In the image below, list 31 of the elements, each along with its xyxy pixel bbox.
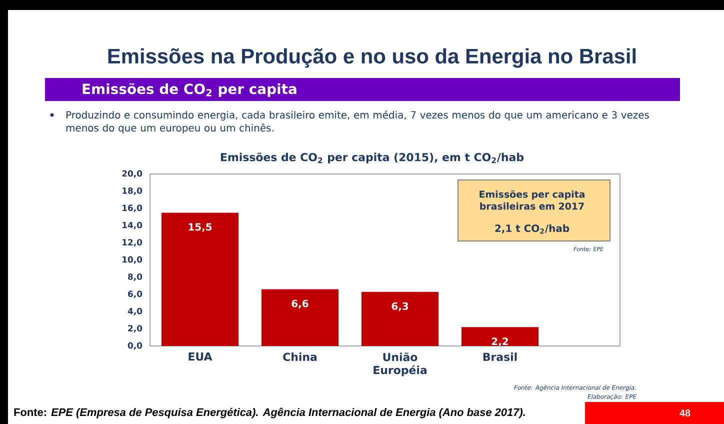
x-tick-label: Brasil: [483, 352, 517, 362]
y-tick-label: 14,0: [122, 222, 142, 230]
x-tick-label: EUA: [188, 352, 212, 361]
data-label: 15,5: [188, 223, 212, 232]
bar: [462, 327, 539, 346]
text: 48: [680, 409, 690, 417]
data-label: 2,2: [492, 338, 508, 346]
bar: [262, 289, 339, 346]
y-tick-label: 6,0: [128, 290, 142, 298]
y-tick-label: 20,0: [122, 170, 142, 178]
annotation: Emissões per capita brasileiras em 2017: [480, 190, 584, 210]
text: Produzindo e consumindo energia, cada brasileiro emite, em média, 7 vezes menos do que um americano e 3 vezes menos do que um europeu ou um chinês.: [66, 110, 649, 134]
bar: [362, 292, 439, 346]
x-tick-label: China: [283, 352, 317, 362]
y-tick-label: 12,0: [122, 239, 142, 247]
x-tick-label: União Européia: [374, 352, 426, 376]
chart-subtitle: Emissões de CO$_{2}$ per capita: [82, 83, 296, 97]
y-tick-label: 2,0: [128, 325, 142, 333]
annotation: 2,1 t CO$_{2}$/hab: [495, 224, 570, 234]
y-tick-label: 16,0: [122, 204, 142, 212]
data-label: 6,3: [392, 302, 408, 312]
data-label: 6,6: [292, 300, 308, 309]
bar: [162, 212, 239, 346]
source-note: Fonte: EPE (Empresa de Pesquisa Energética). Agência Internacional de Energia (Ano base 2017).: [14, 408, 525, 418]
chart-title: Emissões na Produção e no uso da Energia no Brasil: [108, 48, 636, 68]
y-tick-label: 18,0: [122, 187, 142, 195]
y-tick-label: 0,0: [128, 342, 142, 350]
text: Emissões de CO$_{2}$ per capita (2015), em t CO$_{2}$/hab: [221, 152, 524, 164]
y-tick-label: 4,0: [128, 308, 142, 316]
y-tick-label: 10,0: [122, 256, 142, 264]
y-tick-label: 8,0: [128, 273, 142, 281]
